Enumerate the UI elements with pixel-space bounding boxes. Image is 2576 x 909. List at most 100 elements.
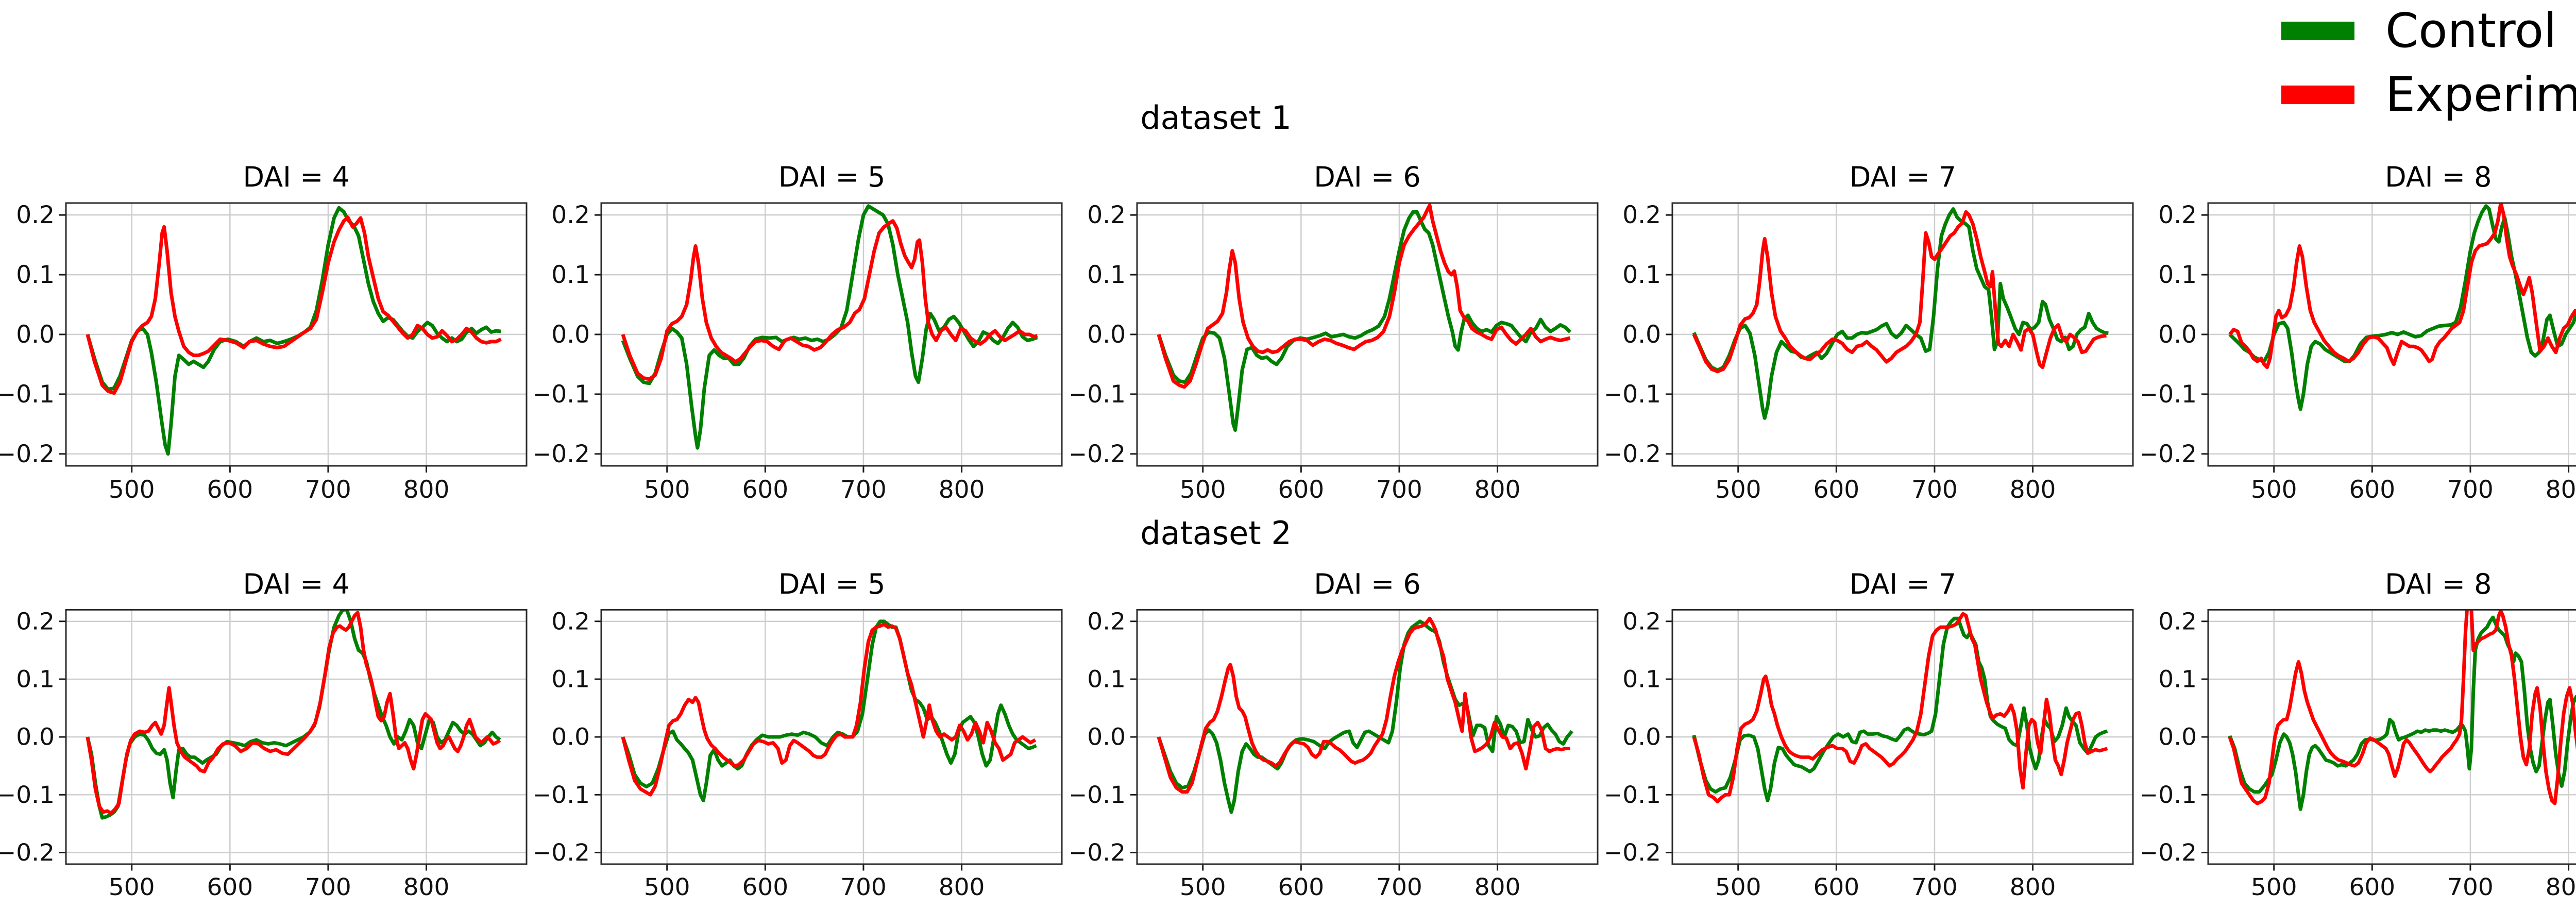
svg-text:−0.2: −0.2 [2142, 440, 2197, 468]
plot-dataset2-dai6: 500 600 700 800 0.2 0.1 0.0 −0.1 −0.2 [1071, 608, 1599, 901]
svg-text:500: 500 [109, 873, 155, 901]
svg-text:0.2: 0.2 [2158, 608, 2197, 635]
row-title-dataset2: dataset 2 [1140, 514, 1292, 552]
subplot-dataset1-dai6: DAI = 6 500 600 700 800 0.2 0.1 0.0 −0.1 −0.2 [1071, 154, 1606, 512]
svg-text:500: 500 [2250, 873, 2297, 901]
svg-text:600: 600 [207, 873, 253, 901]
svg-text:700: 700 [841, 873, 887, 901]
svg-text:600: 600 [1814, 476, 1860, 504]
svg-text:0.0: 0.0 [552, 321, 590, 349]
svg-text:500: 500 [2250, 476, 2297, 504]
plot-dataset2-dai4: 500 600 700 800 0.2 0.1 0.0 −0.1 −0.2 [0, 608, 528, 901]
svg-text:−0.1: −0.1 [1606, 781, 1661, 808]
svg-text:500: 500 [644, 873, 690, 901]
svg-text:600: 600 [742, 873, 789, 901]
subplot-title: DAI = 7 [1849, 161, 1957, 193]
svg-text:0.2: 0.2 [1622, 608, 1661, 635]
svg-text:0.1: 0.1 [1087, 665, 1126, 693]
svg-text:600: 600 [742, 476, 789, 504]
svg-text:0.1: 0.1 [16, 261, 55, 289]
svg-text:600: 600 [2349, 476, 2395, 504]
svg-text:0.2: 0.2 [16, 608, 55, 635]
subplot-title: DAI = 4 [243, 161, 350, 193]
svg-text:−0.1: −0.1 [1071, 781, 1126, 808]
svg-text:600: 600 [2349, 873, 2395, 901]
svg-text:500: 500 [1715, 873, 1761, 901]
experiment-line-swatch [2281, 86, 2354, 104]
svg-text:600: 600 [1814, 873, 1860, 901]
subplot-title: DAI = 6 [1314, 568, 1421, 600]
svg-text:0.1: 0.1 [16, 665, 55, 693]
svg-text:600: 600 [1278, 476, 1324, 504]
svg-text:800: 800 [1475, 476, 1521, 504]
svg-text:0.1: 0.1 [552, 665, 590, 693]
svg-text:500: 500 [644, 476, 690, 504]
svg-text:500: 500 [1180, 476, 1226, 504]
control-line-swatch [2281, 22, 2354, 40]
svg-text:700: 700 [1376, 476, 1422, 504]
svg-text:−0.2: −0.2 [1606, 839, 1661, 866]
legend-item-experiment: Experiment [2281, 69, 2576, 121]
svg-text:700: 700 [305, 873, 351, 901]
svg-text:500: 500 [109, 476, 155, 504]
svg-text:0.1: 0.1 [1087, 261, 1126, 289]
plot-dataset2-dai7: 500 600 700 800 0.2 0.1 0.0 −0.1 −0.2 [1606, 608, 2134, 901]
subplot-row-dataset2: DAI = 4 500 600 700 800 0.2 0.1 0.0 −0.1 −0.2 DA… [0, 561, 2576, 909]
subplot-title: DAI = 5 [778, 568, 886, 600]
svg-text:700: 700 [1911, 476, 1958, 504]
svg-text:−0.2: −0.2 [535, 839, 590, 866]
svg-text:−0.2: −0.2 [1071, 839, 1126, 866]
svg-text:−0.1: −0.1 [535, 781, 590, 808]
subplot-title: DAI = 4 [243, 568, 350, 600]
subplot-dataset2-dai4: DAI = 4 500 600 700 800 0.2 0.1 0.0 −0.1 −0.2 [0, 561, 535, 909]
svg-text:700: 700 [1376, 873, 1422, 901]
svg-text:700: 700 [1911, 873, 1958, 901]
svg-text:−0.2: −0.2 [1606, 440, 1661, 468]
plot-dataset1-dai6: 500 600 700 800 0.2 0.1 0.0 −0.1 −0.2 [1071, 201, 1599, 504]
svg-text:0.0: 0.0 [16, 321, 55, 349]
svg-text:0.2: 0.2 [1087, 608, 1126, 635]
svg-text:−0.1: −0.1 [535, 380, 590, 409]
svg-text:600: 600 [207, 476, 253, 504]
svg-text:800: 800 [403, 476, 450, 504]
svg-text:800: 800 [1475, 873, 1521, 901]
svg-text:0.0: 0.0 [1622, 723, 1661, 750]
subplot-dataset2-dai6: DAI = 6 500 600 700 800 0.2 0.1 0.0 −0.1 −0.2 [1071, 561, 1606, 909]
plot-dataset2-dai5: 500 600 700 800 0.2 0.1 0.0 −0.1 −0.2 [535, 608, 1063, 901]
subplot-title: DAI = 5 [778, 161, 886, 193]
row-title-dataset1: dataset 1 [1140, 99, 1292, 137]
svg-text:−0.2: −0.2 [0, 440, 55, 468]
svg-text:700: 700 [840, 476, 887, 504]
svg-text:600: 600 [1278, 873, 1324, 901]
svg-text:800: 800 [2545, 476, 2576, 504]
plot-dataset1-dai8: 500 600 700 800 0.2 0.1 0.0 −0.1 −0.2 [2142, 201, 2576, 504]
svg-text:0.2: 0.2 [16, 201, 55, 229]
subplot-dataset2-dai7: DAI = 7 500 600 700 800 0.2 0.1 0.0 −0.1 −0.2 [1606, 561, 2142, 909]
svg-text:−0.1: −0.1 [1606, 380, 1661, 409]
legend-label-control: Control [2385, 3, 2557, 58]
svg-text:0.0: 0.0 [2158, 321, 2197, 349]
subplot-dataset1-dai4: DAI = 4 500 600 700 800 0.2 0.1 0.0 −0.1 −0.2 [0, 154, 535, 512]
svg-text:0.2: 0.2 [552, 608, 590, 635]
plot-dataset1-dai4: 500 600 700 800 0.2 0.1 0.0 −0.1 −0.2 [0, 201, 528, 504]
svg-text:0.1: 0.1 [552, 261, 590, 289]
svg-text:0.0: 0.0 [552, 723, 590, 750]
svg-text:800: 800 [939, 476, 985, 504]
svg-text:−0.2: −0.2 [535, 440, 590, 468]
subplot-dataset1-dai5: DAI = 5 500 600 700 800 0.2 0.1 0.0 −0.1 −0.2 [535, 154, 1071, 512]
svg-text:−0.2: −0.2 [1071, 440, 1126, 468]
svg-text:0.2: 0.2 [552, 201, 590, 229]
plot-dataset1-dai5: 500 600 700 800 0.2 0.1 0.0 −0.1 −0.2 [535, 201, 1063, 504]
svg-text:−0.1: −0.1 [1071, 380, 1126, 409]
svg-text:800: 800 [939, 873, 985, 901]
svg-text:0.2: 0.2 [1087, 201, 1126, 229]
subplot-title: DAI = 7 [1849, 568, 1957, 600]
svg-text:−0.1: −0.1 [2142, 380, 2197, 409]
svg-text:−0.2: −0.2 [0, 839, 55, 866]
svg-text:700: 700 [2447, 476, 2494, 504]
subplot-dataset1-dai7: DAI = 7 500 600 700 800 0.2 0.1 0.0 −0.1 −0.2 [1606, 154, 2142, 512]
subplot-row-dataset1: DAI = 4 500 600 700 800 0.2 0.1 0.0 −0.1 −0.2 DA… [0, 154, 2576, 512]
svg-text:0.1: 0.1 [2158, 665, 2197, 693]
svg-text:0.0: 0.0 [1087, 321, 1126, 349]
